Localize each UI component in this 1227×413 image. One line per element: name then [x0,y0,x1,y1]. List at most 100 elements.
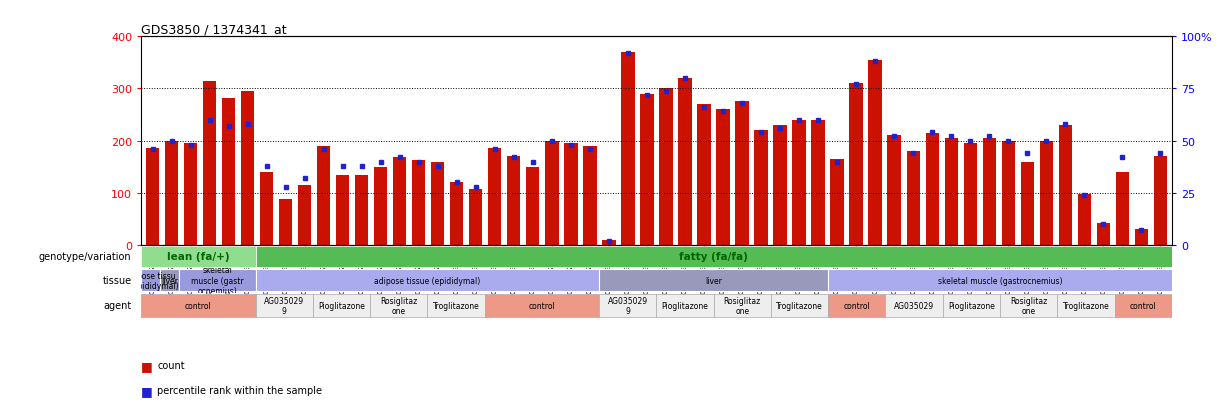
Bar [164,141,178,245]
Text: liver: liver [706,276,723,285]
Bar [507,157,520,245]
Bar [1135,230,1148,245]
Text: control: control [529,301,556,310]
Bar [583,147,596,245]
Bar [599,269,828,292]
Bar [1153,157,1167,245]
Bar [371,294,427,317]
Bar [773,126,787,245]
Bar [1077,195,1091,245]
Text: adipose tissu
e (epididymal): adipose tissu e (epididymal) [123,271,178,290]
Bar [963,144,977,245]
Bar [831,159,844,245]
Text: adipose tissue (epididymal): adipose tissue (epididymal) [374,276,481,285]
Bar [717,110,730,245]
Bar [945,139,958,245]
Text: Troglitazone: Troglitazone [777,301,823,310]
Bar [697,105,710,245]
Text: tissue: tissue [102,275,131,285]
Bar [602,240,616,245]
Bar [255,247,1172,267]
Bar [1115,173,1129,245]
Text: Rosiglitaz
one: Rosiglitaz one [380,296,417,315]
Bar [488,149,502,245]
Bar [849,84,863,245]
Bar [146,149,160,245]
Text: Troglitazone: Troglitazone [433,301,480,310]
Bar [336,175,350,245]
Text: Pioglitazone: Pioglitazone [661,301,708,310]
Bar [222,99,236,245]
Bar [260,173,274,245]
Bar [240,92,254,245]
Text: control: control [185,301,212,310]
Bar [564,144,578,245]
Bar [907,152,920,245]
Bar [656,294,714,317]
Bar [887,136,901,245]
Bar [659,89,672,245]
Bar [869,61,882,245]
Text: AG035029
9: AG035029 9 [607,296,648,315]
Bar [735,102,748,245]
Text: lean (fa/+): lean (fa/+) [167,252,229,262]
Bar [640,95,654,245]
Text: skeletal
muscle (gastr
ocnemius): skeletal muscle (gastr ocnemius) [191,266,244,295]
Text: genotype/variation: genotype/variation [39,252,131,262]
Bar [255,269,599,292]
Bar [714,294,771,317]
Bar [431,162,444,245]
Bar [1021,162,1034,245]
Bar [313,294,371,317]
Text: count: count [157,361,185,370]
Bar [828,269,1172,292]
Bar [1058,294,1114,317]
Text: Rosiglitaz
one: Rosiglitaz one [724,296,761,315]
Bar [184,143,198,245]
Text: control: control [843,301,870,310]
Bar [469,190,482,245]
Text: Pioglitazone: Pioglitazone [318,301,364,310]
Text: Pioglitazone: Pioglitazone [948,301,995,310]
Text: control: control [1130,301,1157,310]
Bar [298,185,312,245]
Text: liver: liver [161,276,178,285]
Bar [393,158,406,245]
Bar [179,269,255,292]
Text: AG035029: AG035029 [894,301,934,310]
Bar [1039,141,1053,245]
Bar [545,141,558,245]
Bar [1097,223,1110,245]
Text: Troglitazone: Troglitazone [1063,301,1109,310]
Bar [161,269,179,292]
Bar [1000,294,1058,317]
Bar [141,269,161,292]
Bar [526,167,540,245]
Text: ■: ■ [141,359,157,372]
Text: GDS3850 / 1374341_at: GDS3850 / 1374341_at [141,23,287,36]
Bar [755,131,768,245]
Bar [202,82,216,245]
Text: Rosiglitaz
one: Rosiglitaz one [1010,296,1048,315]
Bar [983,139,996,245]
Bar [412,161,426,245]
Bar [679,79,692,245]
Bar [599,294,656,317]
Bar [450,183,464,245]
Bar [1059,126,1072,245]
Bar [355,175,368,245]
Bar [1001,141,1015,245]
Bar [141,247,255,267]
Bar [1114,294,1172,317]
Text: ■: ■ [141,384,157,397]
Bar [811,121,825,245]
Bar [317,147,330,245]
Bar [828,294,886,317]
Text: agent: agent [103,301,131,311]
Bar [141,294,255,317]
Bar [925,133,939,245]
Bar [255,294,313,317]
Bar [942,294,1000,317]
Bar [793,121,806,245]
Text: percentile rank within the sample: percentile rank within the sample [157,385,321,395]
